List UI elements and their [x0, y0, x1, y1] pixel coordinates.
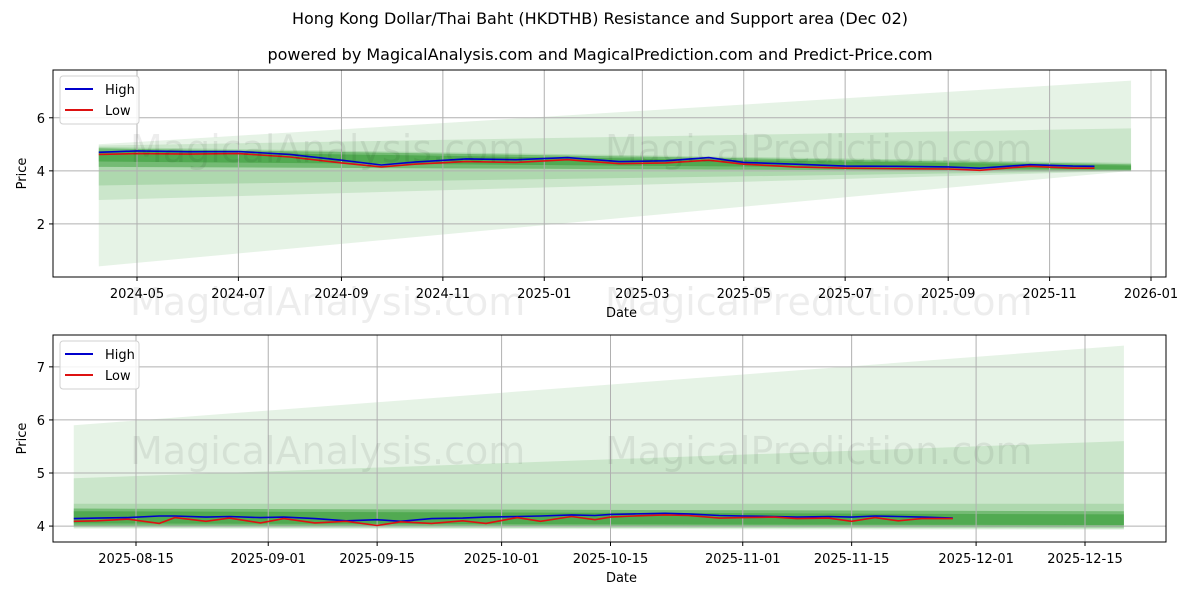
watermark-text: MagicalAnalysis.com	[130, 429, 525, 473]
x-tick-label: 2024-11	[416, 287, 470, 302]
x-tick-label: 2025-10-15	[573, 552, 649, 567]
band-outer	[73, 345, 1124, 530]
x-tick-label: 2025-09-01	[230, 552, 306, 567]
x-tick-label: 2025-08-15	[98, 552, 174, 567]
watermark-text: MagicalPrediction.com	[605, 280, 1033, 324]
x-tick-label: 2025-07	[818, 287, 872, 302]
x-axis-label: Date	[606, 306, 637, 321]
band-outer	[98, 80, 1132, 267]
chart-subtitle: powered by MagicalAnalysis.com and Magic…	[267, 45, 933, 64]
y-axis-label: Price	[15, 158, 30, 190]
x-tick-label: 2025-12-01	[938, 552, 1014, 567]
x-tick-label: 2025-09-15	[339, 552, 415, 567]
x-tick-label: 2025-01	[517, 287, 571, 302]
y-axis-label: Price	[15, 423, 30, 455]
grid	[53, 335, 1166, 542]
y-tick-label: 7	[37, 361, 45, 376]
watermark-text: MagicalPrediction.com	[605, 127, 1033, 171]
series-high	[98, 150, 1095, 170]
legend-label-low: Low	[105, 369, 131, 384]
x-tick-label: 2024-07	[211, 287, 265, 302]
x-tick-label: 2025-11-15	[814, 552, 890, 567]
x-tick-label: 2025-11-01	[705, 552, 781, 567]
x-tick-label: 2025-10-01	[464, 552, 540, 567]
watermark-text: MagicalPrediction.com	[605, 429, 1033, 473]
y-tick-label: 2	[37, 218, 45, 233]
legend-label-high: High	[105, 83, 135, 98]
y-tick-label: 5	[37, 467, 45, 482]
band-second	[73, 441, 1124, 529]
x-axis-label: Date	[606, 571, 637, 586]
x-tick-label: 2026-01	[1124, 287, 1178, 302]
x-tick-label: 2025-09	[921, 287, 975, 302]
watermark-text: MagicalAnalysis.com	[130, 280, 525, 324]
legend: High Low	[59, 75, 140, 125]
legend-label-high: High	[105, 348, 135, 363]
legend: High Low	[59, 340, 140, 390]
x-tick-label: 2025-11	[1022, 287, 1076, 302]
x-tick-label: 2025-12-15	[1047, 552, 1123, 567]
x-tick-label: 2025-03	[615, 287, 669, 302]
watermark-text: MagicalAnalysis.com	[130, 127, 525, 171]
band-core	[98, 150, 1132, 170]
y-tick-label: 4	[37, 520, 45, 535]
watermark-layer: MagicalAnalysis.com MagicalPrediction.com…	[130, 127, 1033, 473]
axes-frame	[52, 334, 1167, 543]
y-tick-label: 6	[37, 112, 45, 127]
series-high	[73, 512, 953, 523]
y-tick-label: 6	[37, 414, 45, 429]
legend-label-low: Low	[105, 104, 131, 119]
grid	[53, 70, 1166, 277]
y-tick-label: 4	[37, 165, 45, 180]
top-chart: 2 4 6 2024-05 2024-07 2024-09 2024-11 2025-01 20…	[15, 69, 1178, 321]
x-tick-label: 2024-09	[314, 287, 368, 302]
series-low	[73, 514, 953, 527]
axes-frame	[52, 69, 1167, 278]
series-low	[98, 152, 1095, 172]
chart-title: Hong Kong Dollar/Thai Baht (HKDTHB) Resi…	[291, 9, 909, 28]
bottom-chart: 4 5 6 7 2025-08-15 2025-09-01 2025-09-15 2025-1…	[15, 334, 1167, 586]
x-tick-label: 2025-05	[717, 287, 771, 302]
x-tick-label: 2024-05	[110, 287, 164, 302]
